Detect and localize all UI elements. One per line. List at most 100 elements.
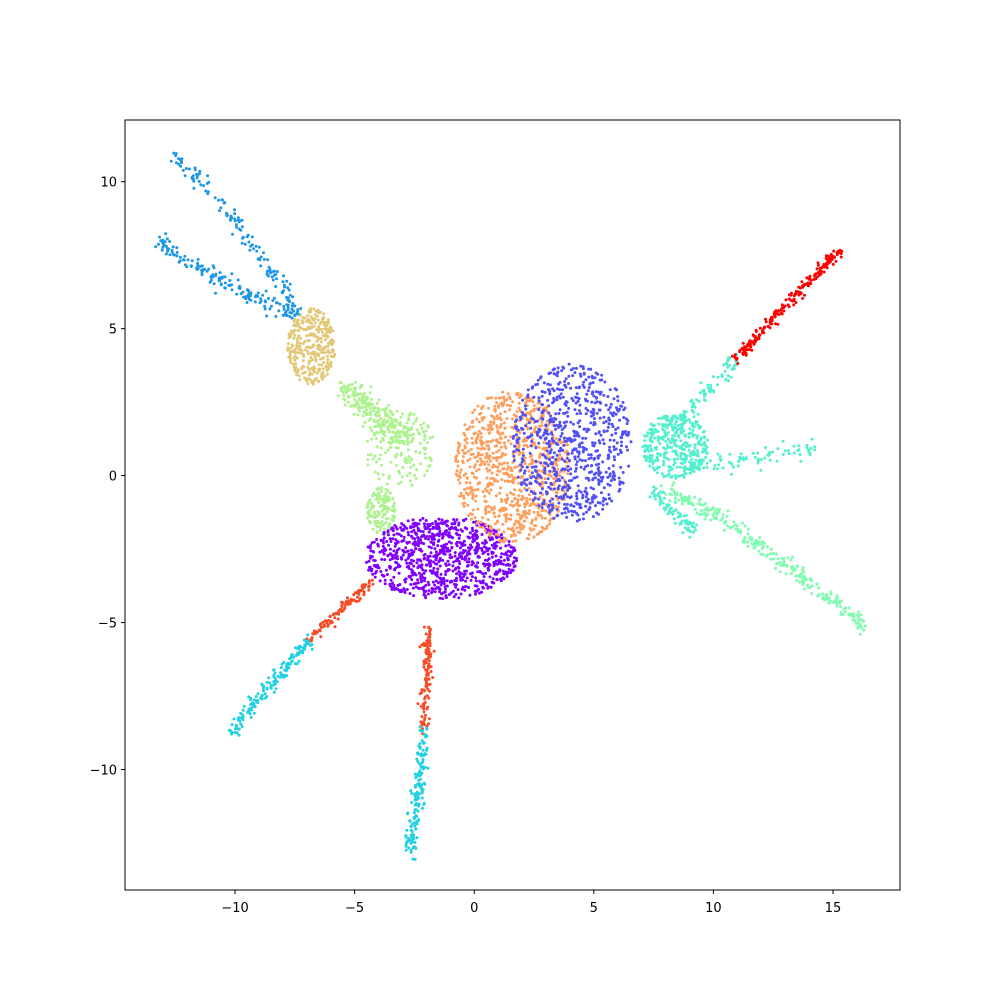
data-point: [431, 435, 435, 439]
data-point: [526, 445, 530, 449]
data-point: [499, 559, 503, 563]
data-point: [525, 483, 529, 487]
data-point: [694, 458, 698, 462]
data-point: [687, 435, 691, 439]
data-point: [485, 460, 489, 464]
data-point: [293, 328, 297, 332]
data-point: [716, 383, 719, 387]
data-point: [464, 517, 468, 521]
data-point: [418, 442, 422, 445]
data-point: [814, 277, 818, 281]
data-point: [393, 418, 397, 421]
data-point: [365, 439, 369, 443]
data-point: [397, 563, 400, 567]
data-point: [368, 412, 372, 416]
data-point: [457, 474, 461, 478]
data-point: [692, 464, 696, 467]
data-point: [425, 673, 428, 677]
data-point: [809, 278, 813, 282]
data-point: [285, 295, 288, 299]
data-point: [311, 632, 315, 636]
data-point: [367, 584, 371, 588]
data-point: [494, 562, 498, 566]
data-point: [483, 564, 487, 568]
data-point: [468, 481, 472, 485]
data-point: [383, 513, 387, 516]
data-point: [296, 337, 300, 340]
data-point: [602, 415, 606, 419]
data-point: [346, 400, 350, 404]
data-point: [667, 458, 671, 461]
data-point: [197, 179, 201, 183]
data-point: [614, 431, 618, 435]
data-point: [497, 558, 501, 562]
data-point: [380, 463, 383, 467]
data-point: [450, 546, 454, 550]
data-point: [683, 519, 687, 523]
data-point: [500, 533, 503, 537]
data-point: [576, 484, 580, 488]
data-point: [309, 356, 313, 359]
data-point: [545, 490, 549, 494]
data-point: [683, 468, 687, 471]
data-point: [512, 504, 516, 507]
data-point: [487, 531, 491, 535]
data-point: [486, 566, 490, 570]
data-point: [420, 579, 424, 582]
data-point: [284, 310, 288, 314]
data-point: [685, 419, 688, 422]
data-point: [266, 258, 270, 262]
data-point: [368, 498, 372, 502]
data-point: [758, 535, 762, 539]
data-point: [396, 482, 400, 486]
data-point: [286, 306, 290, 310]
data-point: [607, 422, 611, 426]
data-point: [424, 519, 428, 522]
data-point: [300, 367, 304, 371]
data-point: [566, 472, 570, 476]
data-point: [477, 429, 481, 433]
data-point: [579, 490, 583, 494]
data-point: [369, 507, 373, 511]
data-point: [486, 552, 490, 556]
data-point: [413, 531, 417, 535]
data-point: [597, 501, 601, 505]
data-point: [454, 472, 458, 476]
data-point: [403, 590, 407, 594]
data-point: [200, 273, 204, 277]
data-point: [692, 425, 696, 429]
data-point: [768, 318, 772, 321]
data-point: [677, 474, 681, 478]
data-point: [595, 511, 599, 515]
data-point: [698, 513, 702, 517]
data-point: [281, 291, 284, 295]
data-point: [433, 537, 436, 541]
data-point: [648, 464, 652, 468]
data-point: [456, 449, 460, 453]
data-point: [667, 509, 671, 513]
data-point: [380, 549, 384, 553]
data-point: [813, 445, 817, 449]
data-point: [733, 353, 737, 357]
data-point: [237, 227, 241, 231]
data-point: [515, 508, 519, 512]
data-point: [669, 423, 673, 427]
data-point: [584, 436, 588, 440]
data-point: [527, 533, 531, 537]
data-point: [521, 451, 525, 455]
data-point: [575, 502, 579, 506]
data-point: [506, 461, 509, 465]
data-point: [668, 439, 672, 443]
data-point: [296, 368, 300, 372]
data-point: [434, 587, 438, 591]
data-point: [299, 337, 303, 340]
data-point: [802, 587, 806, 591]
data-point: [466, 503, 470, 507]
data-point: [692, 521, 695, 525]
data-point: [516, 391, 520, 395]
data-point: [498, 491, 502, 495]
data-point: [527, 487, 531, 490]
data-point: [465, 527, 469, 531]
data-point: [596, 449, 599, 453]
data-point: [692, 403, 696, 407]
